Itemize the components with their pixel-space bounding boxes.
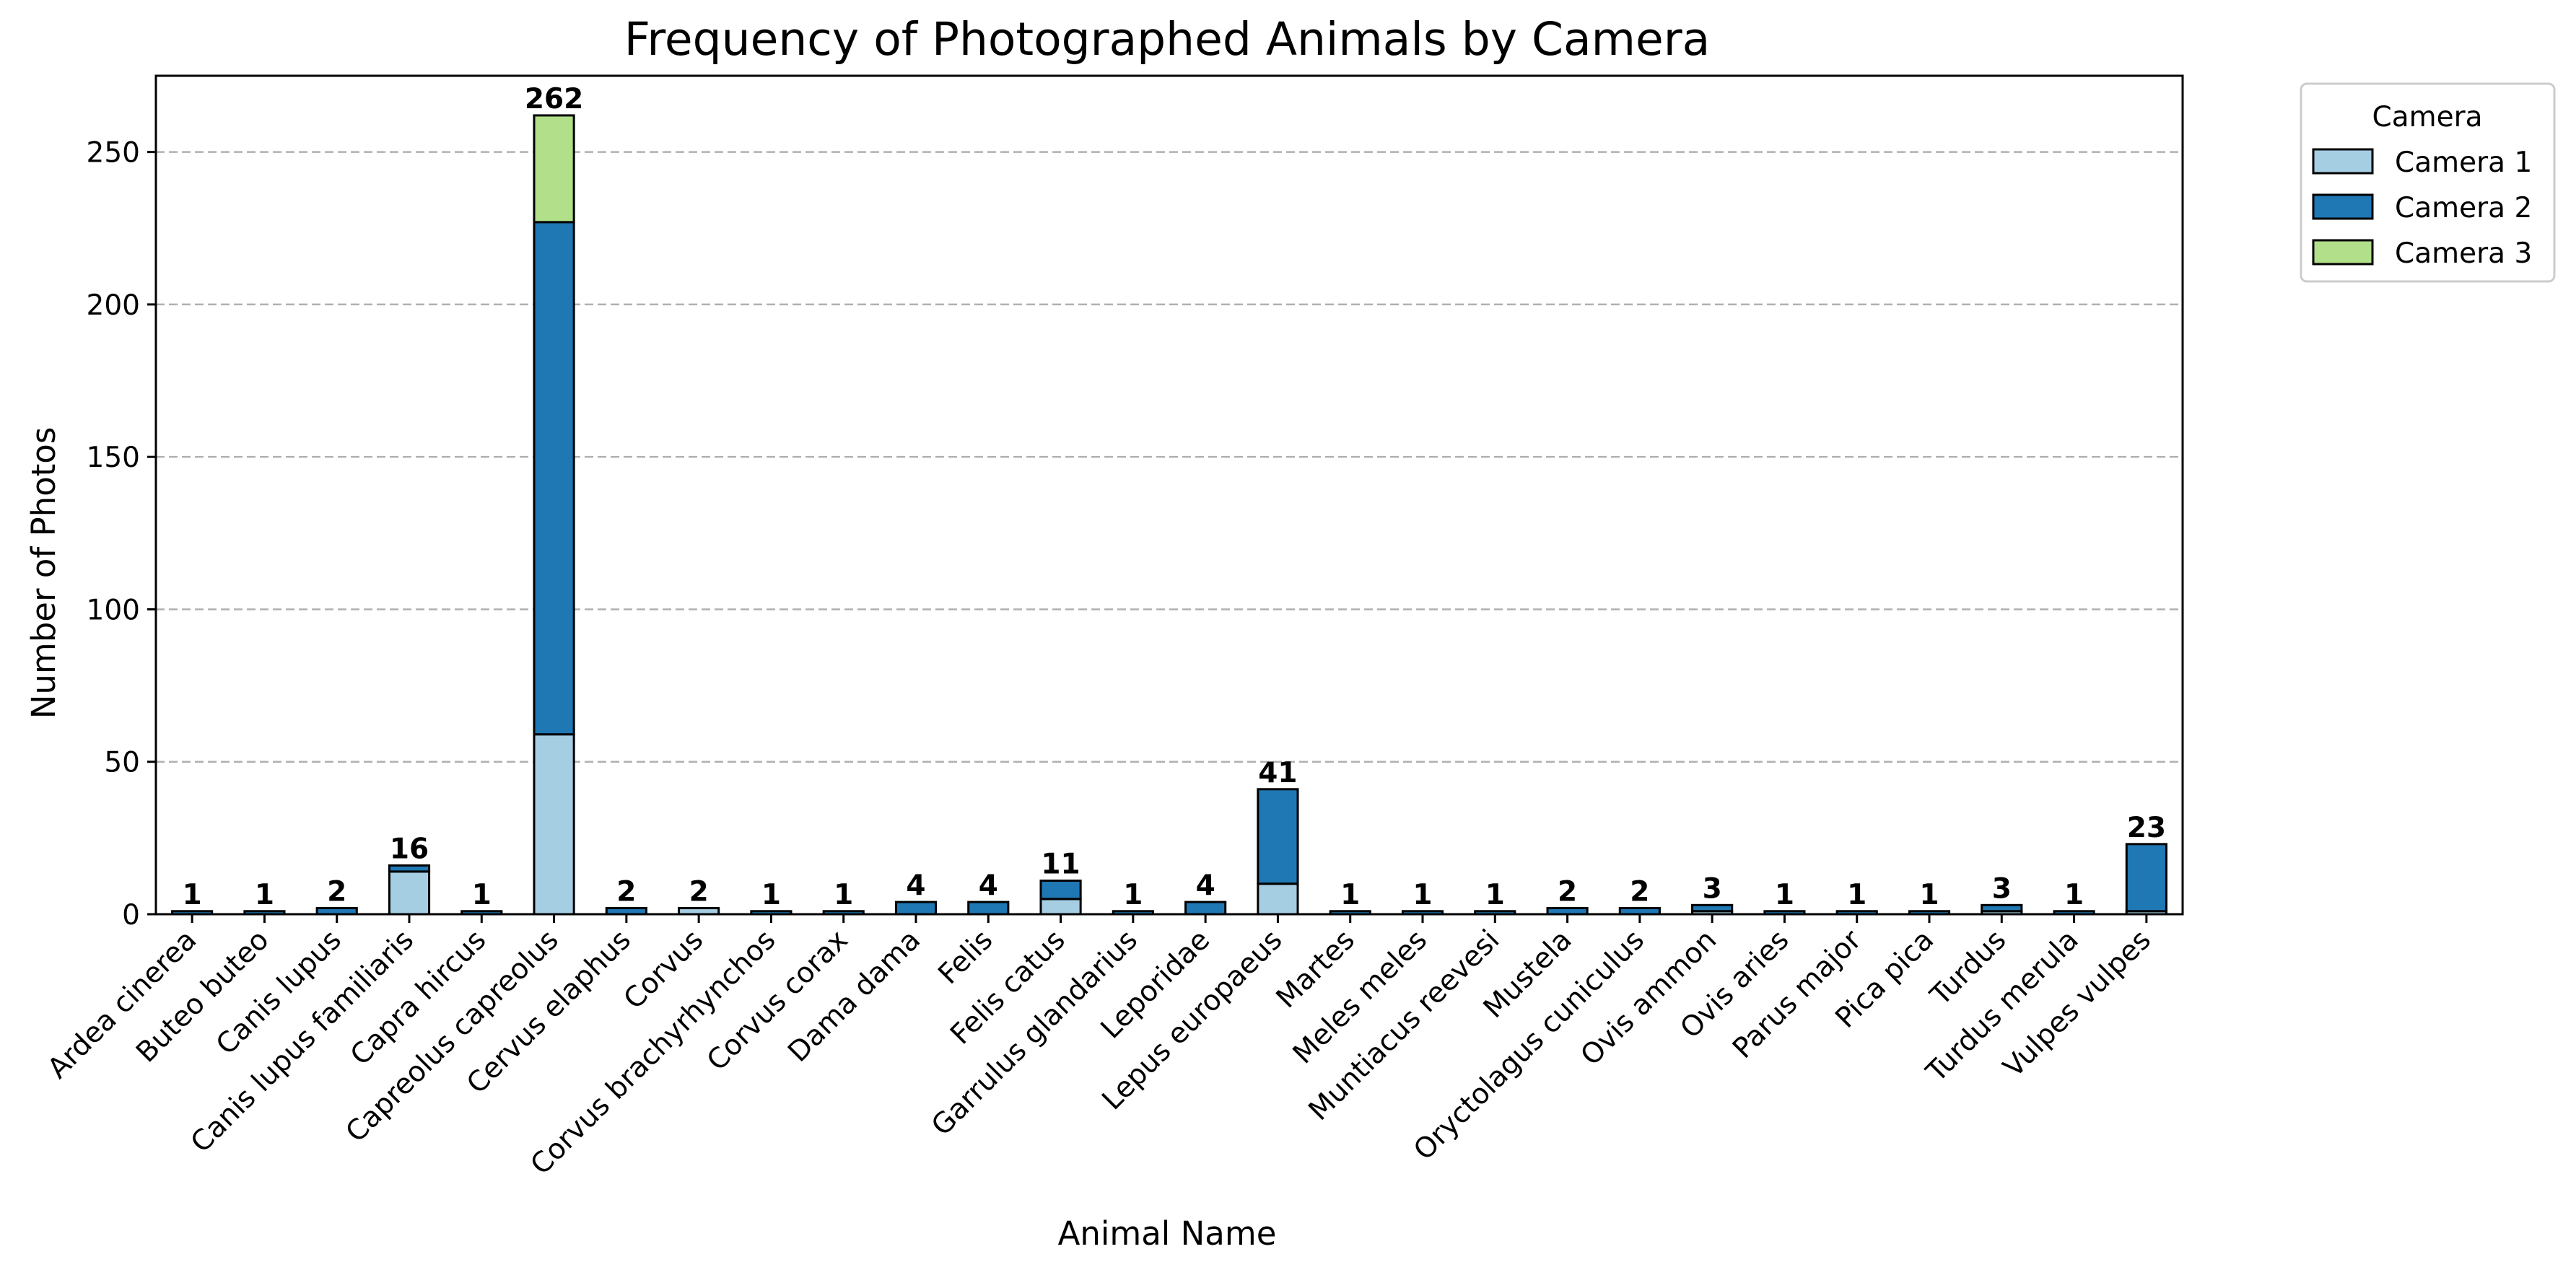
legend-box [2300, 82, 2556, 283]
bar-segment [1039, 880, 1082, 901]
bar-total-label: 1 [1919, 879, 1939, 911]
plot-frame [154, 74, 2184, 916]
x-axis-label: Animal Name [1058, 1214, 1277, 1253]
bar-segment [533, 221, 575, 736]
bar-total-label: 1 [255, 879, 274, 911]
bar-total-label: 2 [689, 876, 709, 908]
bar-total-label: 1 [472, 879, 492, 911]
y-tick-label: 100 [87, 594, 140, 626]
y-tick-label: 150 [87, 442, 140, 474]
legend-swatch [2312, 148, 2374, 175]
bar-total-label: 1 [2064, 879, 2084, 911]
bar-total-label: 1 [1775, 879, 1794, 911]
bar-total-label: 4 [1196, 869, 1215, 902]
bar-total-label: 11 [1041, 849, 1080, 881]
bar-total-label: 1 [1485, 879, 1505, 911]
chart-title: Frequency of Photographed Animals by Cam… [624, 13, 1711, 66]
bar-segment [894, 901, 938, 916]
y-axis-label: Number of Photos [25, 427, 63, 719]
legend-swatch [2312, 193, 2374, 220]
legend-label: Camera 1 [2395, 146, 2532, 179]
bar-total-label: 262 [525, 83, 583, 115]
bar-segment [967, 901, 1010, 916]
y-tick-label: 0 [122, 899, 140, 932]
legend-title: Camera [2372, 101, 2482, 133]
bar-segment [1691, 903, 1734, 913]
bar-total-label: 1 [1847, 879, 1866, 911]
bar-total-label: 2 [616, 876, 636, 908]
bar-total-label: 2 [1630, 876, 1649, 908]
bar-total-label: 1 [1340, 879, 1360, 911]
legend-label: Camera 3 [2395, 237, 2532, 270]
bar-total-label: 2 [327, 876, 346, 908]
bar-total-label: 1 [183, 879, 202, 911]
bar-segment [1184, 901, 1227, 916]
bar-total-label: 3 [1992, 872, 2012, 905]
bar-total-label: 16 [390, 833, 429, 865]
bar-segment [388, 870, 431, 916]
bar-total-label: 23 [2127, 812, 2166, 844]
bar-total-label: 1 [1413, 879, 1432, 911]
legend: Camera Camera 1 Camera 2 Camera 3 [2300, 82, 2556, 283]
bar-segment [533, 114, 575, 224]
y-tick-label: 200 [87, 289, 140, 322]
y-tick-label: 250 [87, 137, 140, 170]
legend-label: Camera 2 [2395, 192, 2532, 224]
bar-total-label: 1 [761, 879, 781, 911]
y-axis: 0 50 100 150 200 250 [87, 137, 156, 932]
bars [171, 114, 2167, 916]
y-tick-label: 50 [104, 747, 140, 779]
bar-segment [1257, 788, 1299, 885]
legend-items: Camera 1 Camera 2 Camera 3 [2312, 146, 2532, 270]
grid-lines [156, 151, 2183, 763]
bar-total-label: 1 [1123, 879, 1143, 911]
bar-segment [533, 733, 575, 916]
bar-total-label: 4 [979, 869, 998, 902]
legend-swatch [2312, 239, 2374, 266]
bar-segment [1039, 898, 1082, 916]
bar-total-label: 41 [1258, 757, 1297, 789]
bar-segment [2125, 843, 2167, 913]
bar-segment [1257, 882, 1299, 916]
bar-total-label: 4 [906, 869, 925, 902]
bar-segment [388, 864, 431, 873]
bar-total-label: 3 [1703, 872, 1722, 905]
bar-segment [1981, 903, 2023, 913]
bar-total-label: 2 [1558, 876, 1577, 908]
bar-total-label: 1 [834, 879, 853, 911]
